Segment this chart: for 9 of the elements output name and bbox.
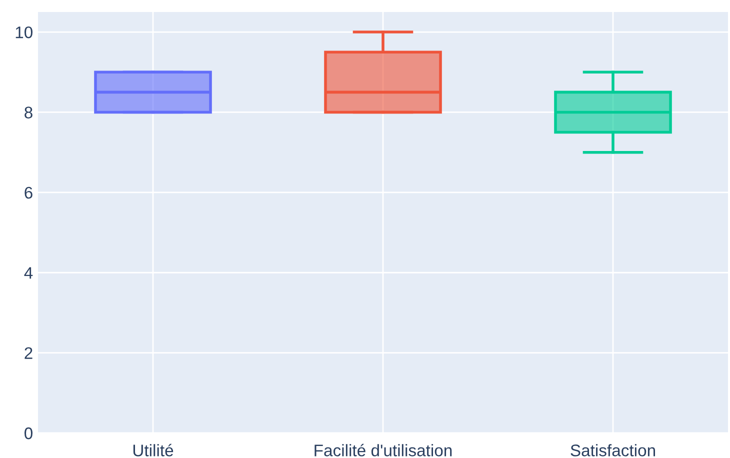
y-tick-label: 2 xyxy=(24,347,32,359)
y-tick-label: 6 xyxy=(24,186,32,199)
y-tick-label: 4 xyxy=(24,267,33,279)
x-tick-label: Utilité xyxy=(133,444,174,456)
y-tick-label: 0 xyxy=(24,427,32,440)
y-tick-label: 8 xyxy=(24,106,32,118)
x-tick-label: Satisfaction xyxy=(570,444,655,456)
x-tick-label: Facilité d'utilisation xyxy=(314,444,452,456)
y-tick-label: 10 xyxy=(16,26,32,38)
